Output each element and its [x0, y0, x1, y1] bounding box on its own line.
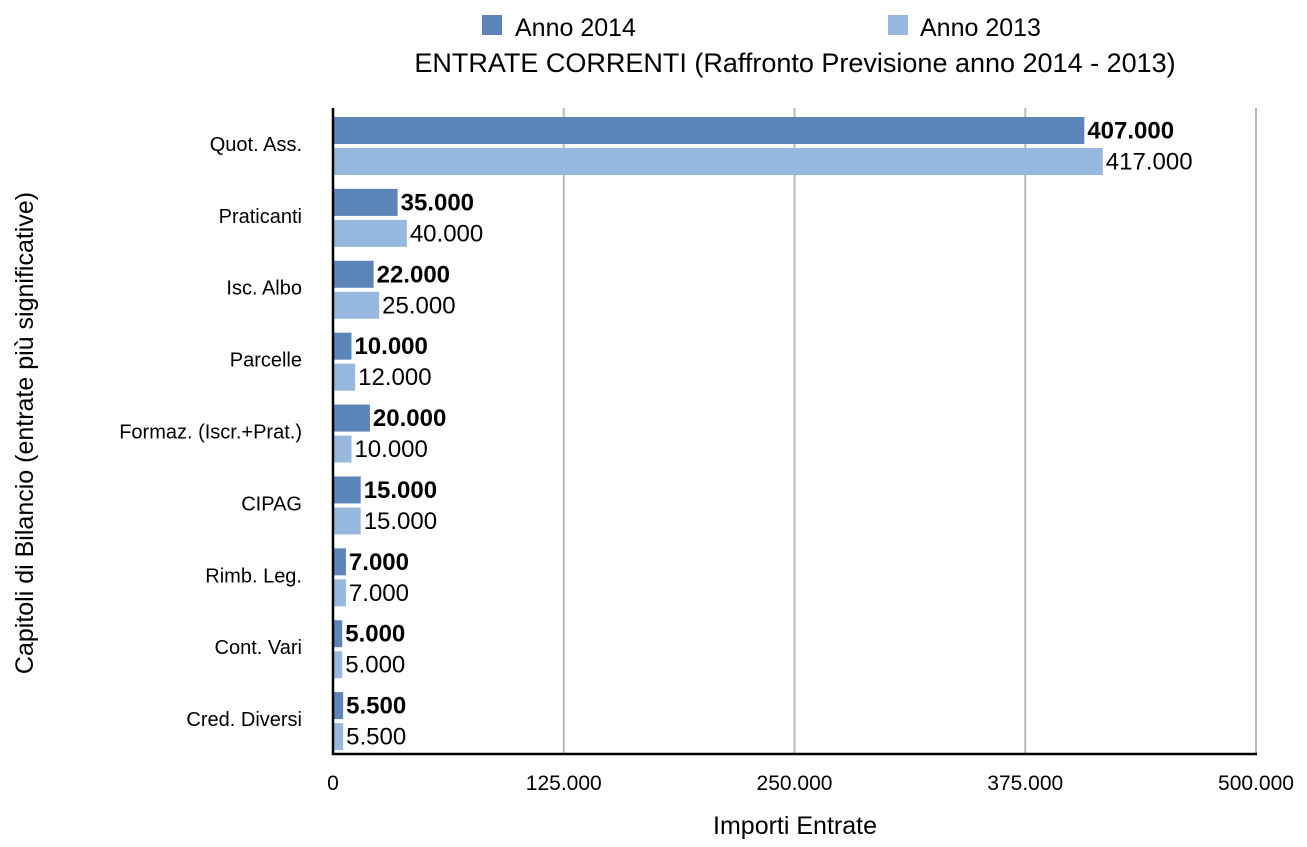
category-label: Cred. Diversi	[186, 709, 302, 731]
bar-2014	[333, 620, 343, 648]
y-axis-title: Capitoli di Bilancio (entrate più signif…	[11, 192, 39, 674]
x-tick-label: 250.000	[757, 772, 833, 795]
data-label-2014: 407.000	[1087, 118, 1174, 145]
bar-2014	[333, 332, 352, 360]
bar-2014	[333, 117, 1085, 144]
bar-2013	[333, 723, 344, 751]
bar-2014	[333, 548, 346, 576]
x-tick-labels: 0 125.000 250.000 375.000 500.000	[327, 772, 1294, 795]
chart-title: ENTRATE CORRENTI (Raffronto Previsione a…	[414, 48, 1175, 78]
bar-2013	[333, 579, 346, 607]
x-tick-label: 0	[327, 772, 339, 795]
bar-2013	[333, 651, 343, 679]
data-label-2013: 10.000	[354, 436, 427, 463]
bar-2014	[333, 476, 361, 504]
bar-2013	[333, 507, 361, 535]
category-label: Quot. Ass.	[210, 134, 302, 156]
category-labels: Quot. Ass. Praticanti Isc. Albo Parcelle For…	[119, 134, 302, 731]
bar-2014	[333, 692, 344, 720]
bar-2013	[333, 291, 380, 319]
data-label-2014: 15.000	[364, 477, 437, 504]
category-label: Rimb. Leg.	[205, 565, 302, 587]
data-label-2014: 20.000	[373, 405, 446, 432]
data-label-2013: 5.500	[346, 724, 406, 751]
bar-2013	[333, 363, 356, 391]
data-label-2013: 40.000	[410, 220, 483, 247]
data-label-2013: 12.000	[358, 364, 431, 391]
category-label: Formaz. (Iscr.+Prat.)	[119, 422, 302, 444]
category-label: Parcelle	[230, 350, 302, 372]
data-label-2013: 15.000	[364, 508, 437, 535]
bar-2014	[333, 188, 398, 216]
category-label: CIPAG	[241, 493, 302, 515]
x-axis-title: Importi Entrate	[713, 812, 877, 840]
legend-label-2014: Anno 2014	[515, 14, 636, 42]
legend-swatch-2013	[888, 15, 908, 35]
x-tick-label: 125.000	[526, 772, 602, 795]
data-label-2013: 417.000	[1106, 149, 1193, 176]
data-label-2014: 35.000	[401, 189, 474, 216]
data-label-2013: 25.000	[382, 292, 455, 319]
axes	[331, 108, 1257, 756]
data-label-2014: 5.500	[346, 693, 406, 720]
bar-2013	[333, 435, 352, 463]
grid	[562, 108, 1257, 755]
data-label-2014: 5.000	[345, 621, 405, 648]
category-label: Isc. Albo	[226, 278, 302, 300]
data-label-2013: 7.000	[349, 580, 409, 607]
bars: 407.000 417.000 35.000 40.000 22.000 25.000 10…	[333, 117, 1193, 751]
legend-swatch-2014	[482, 15, 502, 35]
data-label-2014: 10.000	[354, 333, 427, 360]
category-label: Cont. Vari	[215, 637, 302, 659]
bar-2013	[333, 148, 1103, 175]
bar-2014	[333, 404, 370, 432]
x-tick-label: 500.000	[1218, 772, 1294, 795]
data-label-2014: 7.000	[349, 549, 409, 576]
data-label-2013: 5.000	[345, 652, 405, 679]
bar-2014	[333, 260, 374, 288]
legend-label-2013: Anno 2013	[920, 14, 1041, 42]
data-label-2014: 22.000	[377, 261, 450, 288]
bar-2013	[333, 219, 407, 247]
x-tick-label: 375.000	[987, 772, 1063, 795]
category-label: Praticanti	[219, 206, 302, 228]
legend: Anno 2014 Anno 2013	[482, 14, 1041, 42]
